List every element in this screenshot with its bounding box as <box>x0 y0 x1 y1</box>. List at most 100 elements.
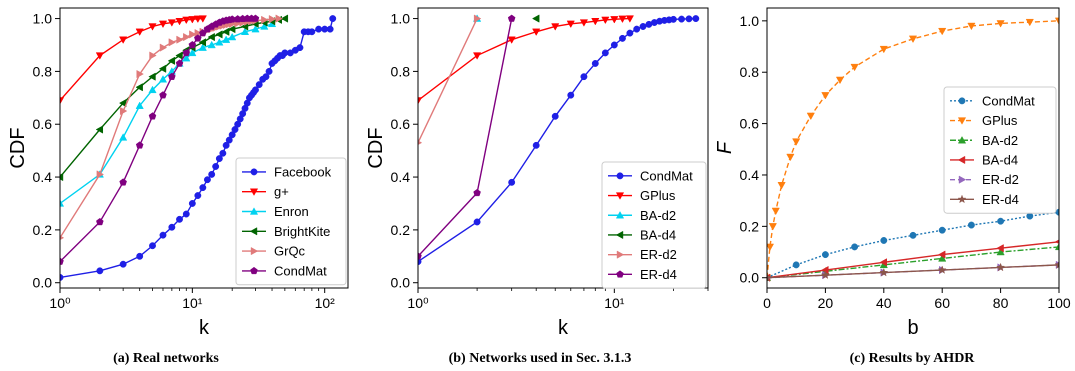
data-point-condmat <box>678 15 686 23</box>
data-point-grqc <box>176 35 184 44</box>
data-point-g <box>119 36 128 44</box>
chart-panel-ahdr-results: 0 20 40 60 80 100 0.0 0.2 0.4 0.6 0.8 1.0 b F CondMat G… <box>714 7 1071 339</box>
legend: CondMat GPlus BA-d2 BA-d4 ER-d2 ER-d4 <box>943 86 1057 214</box>
legend-marker <box>616 250 625 259</box>
data-point-facebook <box>262 73 270 81</box>
data-point-er-d4 <box>767 272 772 282</box>
data-point-brightkite <box>215 30 223 39</box>
data-point-facebook <box>215 155 223 163</box>
data-point-gplus <box>996 20 1005 28</box>
data-point-gplus <box>792 138 801 146</box>
y-tick-label: 0.2 <box>391 222 411 238</box>
series-g <box>60 15 207 105</box>
data-point-grqc <box>119 106 128 116</box>
series-facebook <box>60 15 337 281</box>
data-point-gplus <box>418 97 423 105</box>
data-point-condmat <box>148 112 157 120</box>
data-point-g <box>135 28 144 36</box>
series-condmat <box>418 15 700 266</box>
data-point-facebook <box>194 192 202 199</box>
legend-label-er-d2: ER-d2 <box>982 172 1019 187</box>
data-point-enron <box>182 53 191 62</box>
data-point-grqc <box>189 30 197 39</box>
data-point-condmat <box>610 41 618 49</box>
data-point-condmat <box>909 231 917 239</box>
data-point-g <box>188 16 197 24</box>
data-point-condmat <box>601 49 609 57</box>
data-point-gplus <box>821 92 830 100</box>
data-point-facebook <box>136 252 144 260</box>
data-point-condmat <box>60 257 64 265</box>
data-point-facebook <box>159 231 167 239</box>
y-tick-label: 0.6 <box>740 116 760 132</box>
data-point-facebook <box>119 260 127 268</box>
x-tick-label: 10¹ <box>604 295 625 311</box>
y-tick-label: 0.6 <box>33 116 53 132</box>
series-gplus <box>418 15 634 105</box>
legend-marker <box>249 188 259 196</box>
data-point-facebook <box>228 131 236 139</box>
data-point-brightkite <box>148 72 156 81</box>
data-point-grqc <box>275 14 283 23</box>
data-point-grqc <box>268 14 277 24</box>
data-point-gplus <box>601 16 610 25</box>
legend-marker <box>958 97 966 105</box>
legend-item-er-d4: ER-d4 <box>608 267 677 282</box>
legend-label-er-d4: ER-d4 <box>982 192 1019 207</box>
data-point-condmat <box>685 15 693 23</box>
data-point-brightkite <box>167 56 176 65</box>
data-point-condmat <box>619 34 626 42</box>
legend: Facebook g+ Enron BrightKite GrQc CondMat <box>235 157 347 286</box>
legend-marker <box>249 227 258 236</box>
data-point-facebook <box>199 184 207 192</box>
series-line-ba-d2 <box>767 246 1059 279</box>
legend-label-gplus: GPlus <box>640 188 676 203</box>
data-point-brightkite <box>198 38 207 47</box>
legend-item-brightkite: BrightKite <box>242 224 330 239</box>
legend-label-er-d2: ER-d2 <box>640 247 677 262</box>
x-axis-label: k <box>558 317 569 339</box>
data-point-condmat <box>175 59 184 67</box>
series-line-er-d4 <box>767 264 1059 279</box>
legend-marker <box>615 211 625 219</box>
legend-marker <box>615 192 625 200</box>
caption-c: (c) Results by AHDR <box>850 351 976 366</box>
data-point-facebook <box>60 273 64 281</box>
data-point-condmat <box>580 73 588 81</box>
legend-label-ba-d4: BA-d4 <box>640 227 676 242</box>
data-point-ba-d4 <box>938 250 946 259</box>
legend-marker <box>957 155 966 165</box>
x-tick-label: 60 <box>934 295 950 311</box>
data-point-facebook <box>176 215 183 223</box>
data-point-brightkite <box>135 83 143 92</box>
data-point-condmat <box>182 48 191 57</box>
data-point-grqc <box>149 51 157 60</box>
series-line-condmat <box>767 211 1059 279</box>
y-tick-label: 1.0 <box>33 11 53 27</box>
plot-area <box>60 14 337 281</box>
data-point-facebook <box>96 267 104 275</box>
data-point-g <box>182 16 191 25</box>
data-point-g <box>198 15 207 23</box>
data-point-gplus <box>579 19 589 27</box>
data-point-condmat <box>135 141 144 149</box>
y-tick-label: 0.4 <box>33 169 53 185</box>
legend-label-gplus: GPlus <box>982 113 1018 128</box>
x-axis-label: b <box>907 317 918 339</box>
data-point-enron <box>188 48 197 57</box>
legend-marker <box>250 266 258 275</box>
data-point-facebook <box>208 170 216 178</box>
chart-panel-networks-sec-3-1-3: 10⁰ 10¹ 0.0 0.2 0.4 0.6 0.8 1.0 k CDF CondMat GPlus… <box>365 7 709 339</box>
data-point-brightkite <box>280 14 289 23</box>
legend-item-condmat: CondMat <box>608 168 693 183</box>
data-point-condmat <box>473 218 481 226</box>
y-tick-label: 0.4 <box>391 169 411 185</box>
data-point-brightkite <box>158 64 167 73</box>
y-tick-label: 0.8 <box>391 63 411 79</box>
series-ba-d4 <box>767 239 1059 282</box>
data-point-brightkite <box>175 51 183 60</box>
data-point-facebook <box>168 223 176 231</box>
y-axis-label: F <box>714 140 736 154</box>
data-point-gplus <box>591 18 600 26</box>
